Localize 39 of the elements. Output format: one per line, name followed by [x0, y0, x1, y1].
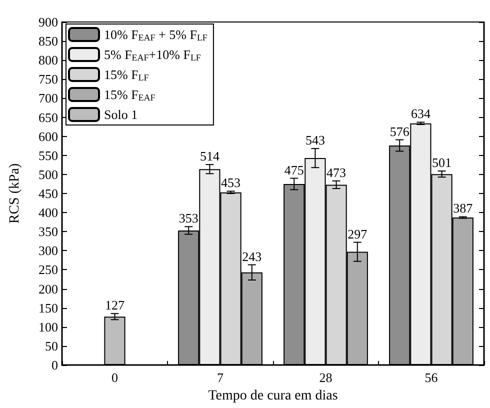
x-tick-label: 7	[217, 370, 224, 385]
data-label: 353	[178, 210, 198, 226]
data-label: 127	[105, 298, 125, 313]
y-tick-label: 450	[38, 186, 58, 201]
y-tick-label: 0	[52, 358, 58, 372]
y-tick-label: 200	[38, 281, 58, 296]
y-axis-title: RCS (kPa)	[8, 163, 22, 224]
y-tick-label: 350	[38, 224, 58, 240]
y-tick-label: 300	[38, 243, 58, 258]
data-label: 297	[348, 226, 368, 242]
y-tick-label: 500	[38, 166, 58, 182]
data-label: 387	[453, 200, 474, 216]
x-tick-label: 0	[112, 370, 118, 385]
data-label: 543	[305, 132, 325, 148]
y-tick-label: 750	[38, 72, 58, 87]
y-tick-label: 800	[38, 52, 58, 68]
y-tick-label: 50	[45, 338, 58, 354]
legend-label: Solo 1	[104, 107, 138, 122]
data-label: 243	[242, 248, 262, 264]
data-label: 514	[200, 148, 220, 164]
x-tick-label: 56	[424, 370, 438, 385]
y-tick-label: 100	[38, 319, 58, 334]
data-label: 501	[432, 155, 452, 170]
data-label: 576	[390, 124, 410, 139]
y-tick-label: 600	[38, 128, 58, 144]
data-label: 475	[284, 162, 304, 178]
y-tick-label: 850	[38, 34, 58, 49]
y-tick-label: 400	[38, 205, 58, 220]
x-axis-title: Tempo de cura em dias	[208, 388, 338, 404]
data-label: 453	[221, 175, 241, 190]
data-label: 634	[410, 106, 431, 122]
x-tick-label: 28	[319, 370, 332, 385]
y-tick-label: 700	[38, 90, 58, 106]
y-tick-label: 900	[38, 14, 58, 30]
y-tick-label: 550	[38, 148, 58, 163]
y-tick-label: 250	[38, 262, 58, 278]
y-tick-label: 150	[38, 300, 58, 316]
data-label: 473	[326, 164, 346, 180]
y-tick-label: 650	[38, 110, 58, 125]
